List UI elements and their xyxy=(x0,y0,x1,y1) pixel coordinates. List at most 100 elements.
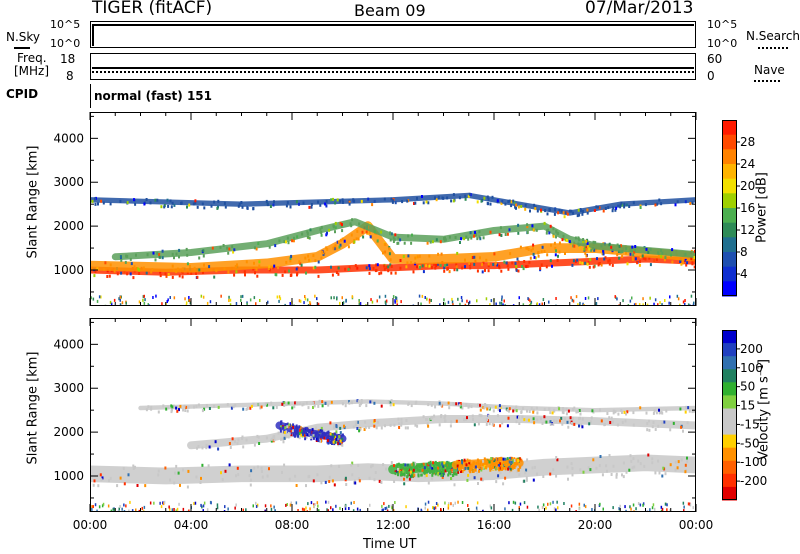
echo-speck xyxy=(484,466,487,470)
echo-speck xyxy=(544,209,547,213)
echo-speck xyxy=(444,414,447,418)
echo-speck xyxy=(558,250,561,254)
noise-speck xyxy=(371,300,374,304)
noise-speck xyxy=(273,505,275,509)
nsky-start-bar xyxy=(92,24,94,46)
echo-speck xyxy=(160,205,163,209)
echo-speck xyxy=(592,265,595,269)
echo-speck xyxy=(492,263,495,266)
echo-speck xyxy=(491,195,494,199)
noise-speck xyxy=(578,502,581,506)
echo-speck xyxy=(621,250,624,254)
echo-speck xyxy=(641,254,644,258)
echo-speck xyxy=(375,268,378,272)
echo-speck xyxy=(358,222,361,226)
noise-speck xyxy=(173,508,175,511)
echo-speck xyxy=(116,272,119,276)
noise-speck xyxy=(202,295,205,299)
echo-speck xyxy=(171,275,174,279)
echo-speck xyxy=(164,466,167,470)
echo-speck xyxy=(526,418,529,422)
echo-speck xyxy=(561,410,564,414)
noise-speck xyxy=(188,509,190,512)
echo-speck xyxy=(486,407,489,411)
echo-speck xyxy=(213,404,216,408)
echo-speck xyxy=(518,457,521,461)
noise-speck xyxy=(344,503,347,507)
echo-speck xyxy=(450,462,453,466)
echo-speck xyxy=(326,439,329,442)
echo-speck xyxy=(507,416,510,420)
echo-speck xyxy=(564,211,567,215)
echo-speck xyxy=(483,406,486,410)
echo-speck xyxy=(473,476,476,480)
noise-speck xyxy=(687,502,690,506)
echo-speck xyxy=(411,462,414,466)
echo-speck xyxy=(509,457,512,460)
echo-speck xyxy=(536,418,539,422)
echo-speck xyxy=(400,463,403,467)
echo-speck xyxy=(348,202,351,206)
echo-speck xyxy=(439,472,442,476)
echo-speck xyxy=(648,419,650,423)
echo-speck xyxy=(539,266,542,270)
echo-speck xyxy=(312,406,314,409)
echo-speck xyxy=(592,247,595,251)
noise-speck xyxy=(476,299,478,303)
noise-speck xyxy=(553,507,556,511)
echo-speck xyxy=(506,408,509,412)
echo-speck xyxy=(119,199,122,203)
echo-speck xyxy=(573,422,576,426)
echo-speck xyxy=(272,203,275,207)
x-tick-label: 12:00 xyxy=(376,518,411,532)
noise-speck xyxy=(552,500,554,504)
echo-speck xyxy=(661,251,664,255)
echo-speck xyxy=(171,405,174,409)
echo-speck xyxy=(317,438,320,442)
echo-speck xyxy=(431,464,434,468)
noise-speck xyxy=(344,507,347,511)
echo-speck xyxy=(269,205,272,208)
echo-speck xyxy=(599,455,602,458)
echo-speck xyxy=(410,404,413,408)
echo-speck xyxy=(427,424,430,428)
echo-speck xyxy=(305,401,308,405)
echo-speck xyxy=(434,266,437,270)
noise-speck xyxy=(495,302,497,306)
echo-speck xyxy=(618,244,621,248)
echo-speck xyxy=(226,403,229,407)
echo-speck xyxy=(515,265,518,268)
echo-speck xyxy=(314,259,317,263)
echo-speck xyxy=(448,235,451,239)
echo-speck xyxy=(431,477,434,481)
noise-speck xyxy=(255,505,258,508)
noise-speck xyxy=(395,296,397,300)
noise-speck xyxy=(396,303,398,306)
echo-speck xyxy=(438,423,441,427)
echo-speck xyxy=(663,258,666,262)
echo-speck xyxy=(319,203,322,207)
echo-speck xyxy=(579,412,582,416)
echo-speck xyxy=(312,433,315,437)
echo-speck xyxy=(518,473,521,477)
noise-speck xyxy=(684,299,686,302)
echo-speck xyxy=(427,481,430,485)
noise-speck xyxy=(595,302,598,305)
echo-speck xyxy=(273,264,276,268)
echo-speck xyxy=(188,203,191,207)
echo-speck xyxy=(484,403,487,406)
echo-speck xyxy=(459,402,462,405)
echo-speck xyxy=(524,471,527,475)
echo-speck xyxy=(525,468,528,472)
noise-speck xyxy=(682,300,685,304)
noise-speck xyxy=(555,297,557,300)
echo-speck xyxy=(242,445,245,449)
echo-speck xyxy=(437,473,440,477)
echo-speck xyxy=(503,260,506,264)
echo-speck xyxy=(402,469,405,473)
echo-speck xyxy=(576,214,579,218)
echo-speck xyxy=(674,203,677,207)
echo-speck xyxy=(430,469,433,473)
echo-speck xyxy=(333,424,336,428)
echo-speck xyxy=(686,261,689,265)
